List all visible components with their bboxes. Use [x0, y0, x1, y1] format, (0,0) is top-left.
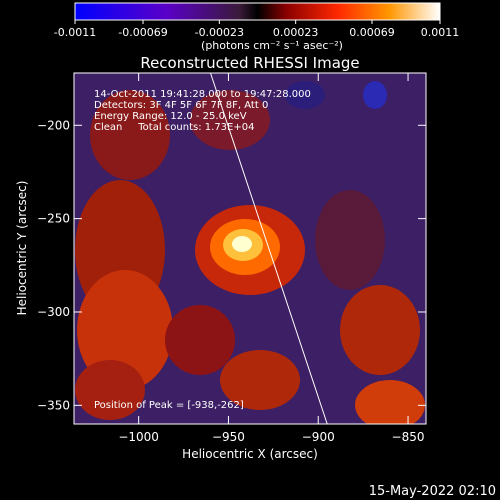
x-tick-label: −1000 — [118, 430, 159, 444]
x-tick-label: −850 — [392, 430, 425, 444]
emission-region — [190, 90, 270, 150]
emission-region — [90, 90, 170, 180]
emission-peak — [232, 236, 252, 252]
x-tick-label: −900 — [302, 430, 335, 444]
x-axis-label: Heliocentric X (arcsec) — [182, 447, 318, 461]
timestamp: 15-May-2022 02:10 — [369, 484, 496, 499]
emission-region — [220, 350, 300, 410]
y-tick-label: −200 — [37, 118, 70, 132]
peak-position-label: Position of Peak = [-938,-262] — [94, 400, 244, 411]
y-tick-label: −300 — [37, 305, 70, 319]
emission-region — [340, 285, 420, 375]
absorption-region — [285, 81, 325, 109]
colorbar-strip — [74, 2, 441, 21]
image-blobs — [75, 81, 425, 424]
emission-region — [77, 270, 173, 390]
y-axis-ticks: −200 −250 −300 −350 — [37, 118, 426, 412]
y-tick-label: −350 — [37, 398, 70, 412]
annotation-time: 14-Oct-2011 19:41:28.000 to 19:47:28.000 — [94, 89, 311, 100]
plot-frame — [73, 72, 427, 425]
emission-region — [75, 360, 145, 420]
emission-region — [315, 190, 385, 290]
colorbar-tick-label: 0.00069 — [349, 26, 395, 39]
colorbar-tick-label: -0.00023 — [195, 26, 244, 39]
colorbar-tick-label: 0.0011 — [421, 26, 460, 39]
emission-region — [355, 380, 425, 424]
solar-limb-line — [210, 72, 328, 425]
y-tick-label: −250 — [37, 212, 70, 226]
colorbar-tick-label: -0.00069 — [118, 26, 167, 39]
colorbar-unit-label: (photons cm⁻² s⁻¹ asec⁻²) — [201, 39, 343, 52]
colorbar-tick-label: -0.0011 — [54, 26, 96, 39]
chart-title: Reconstructed RHESSI Image — [140, 54, 359, 72]
annotation-energy: Energy Range: 12.0 - 25.0 keV — [94, 111, 247, 122]
absorption-region — [363, 81, 387, 109]
annotation-counts: Clean Total counts: 1.73E+04 — [94, 122, 254, 133]
annotation-detectors: Detectors: 3F 4F 5F 6F 7F 8F, Att 0 — [94, 100, 268, 111]
y-axis-label: Heliocentric Y (arcsec) — [15, 181, 29, 316]
colorbar-ticks: -0.0011 -0.00069 -0.00023 0.00023 0.00069 0.0… — [54, 20, 459, 39]
x-axis-ticks: −1000 −950 −900 −850 — [118, 73, 425, 444]
x-tick-label: −950 — [212, 430, 245, 444]
colorbar: -0.0011 -0.00069 -0.00023 0.00023 0.00069 0.0… — [54, 2, 459, 52]
annotation-block: 14-Oct-2011 19:41:28.000 to 19:47:28.000… — [94, 89, 311, 133]
plot-area: −1000 −950 −900 −850 −200 −250 −300 −350 14-Oc… — [37, 72, 427, 444]
colorbar-tick-label: 0.00023 — [273, 26, 319, 39]
emission-region — [165, 305, 235, 375]
